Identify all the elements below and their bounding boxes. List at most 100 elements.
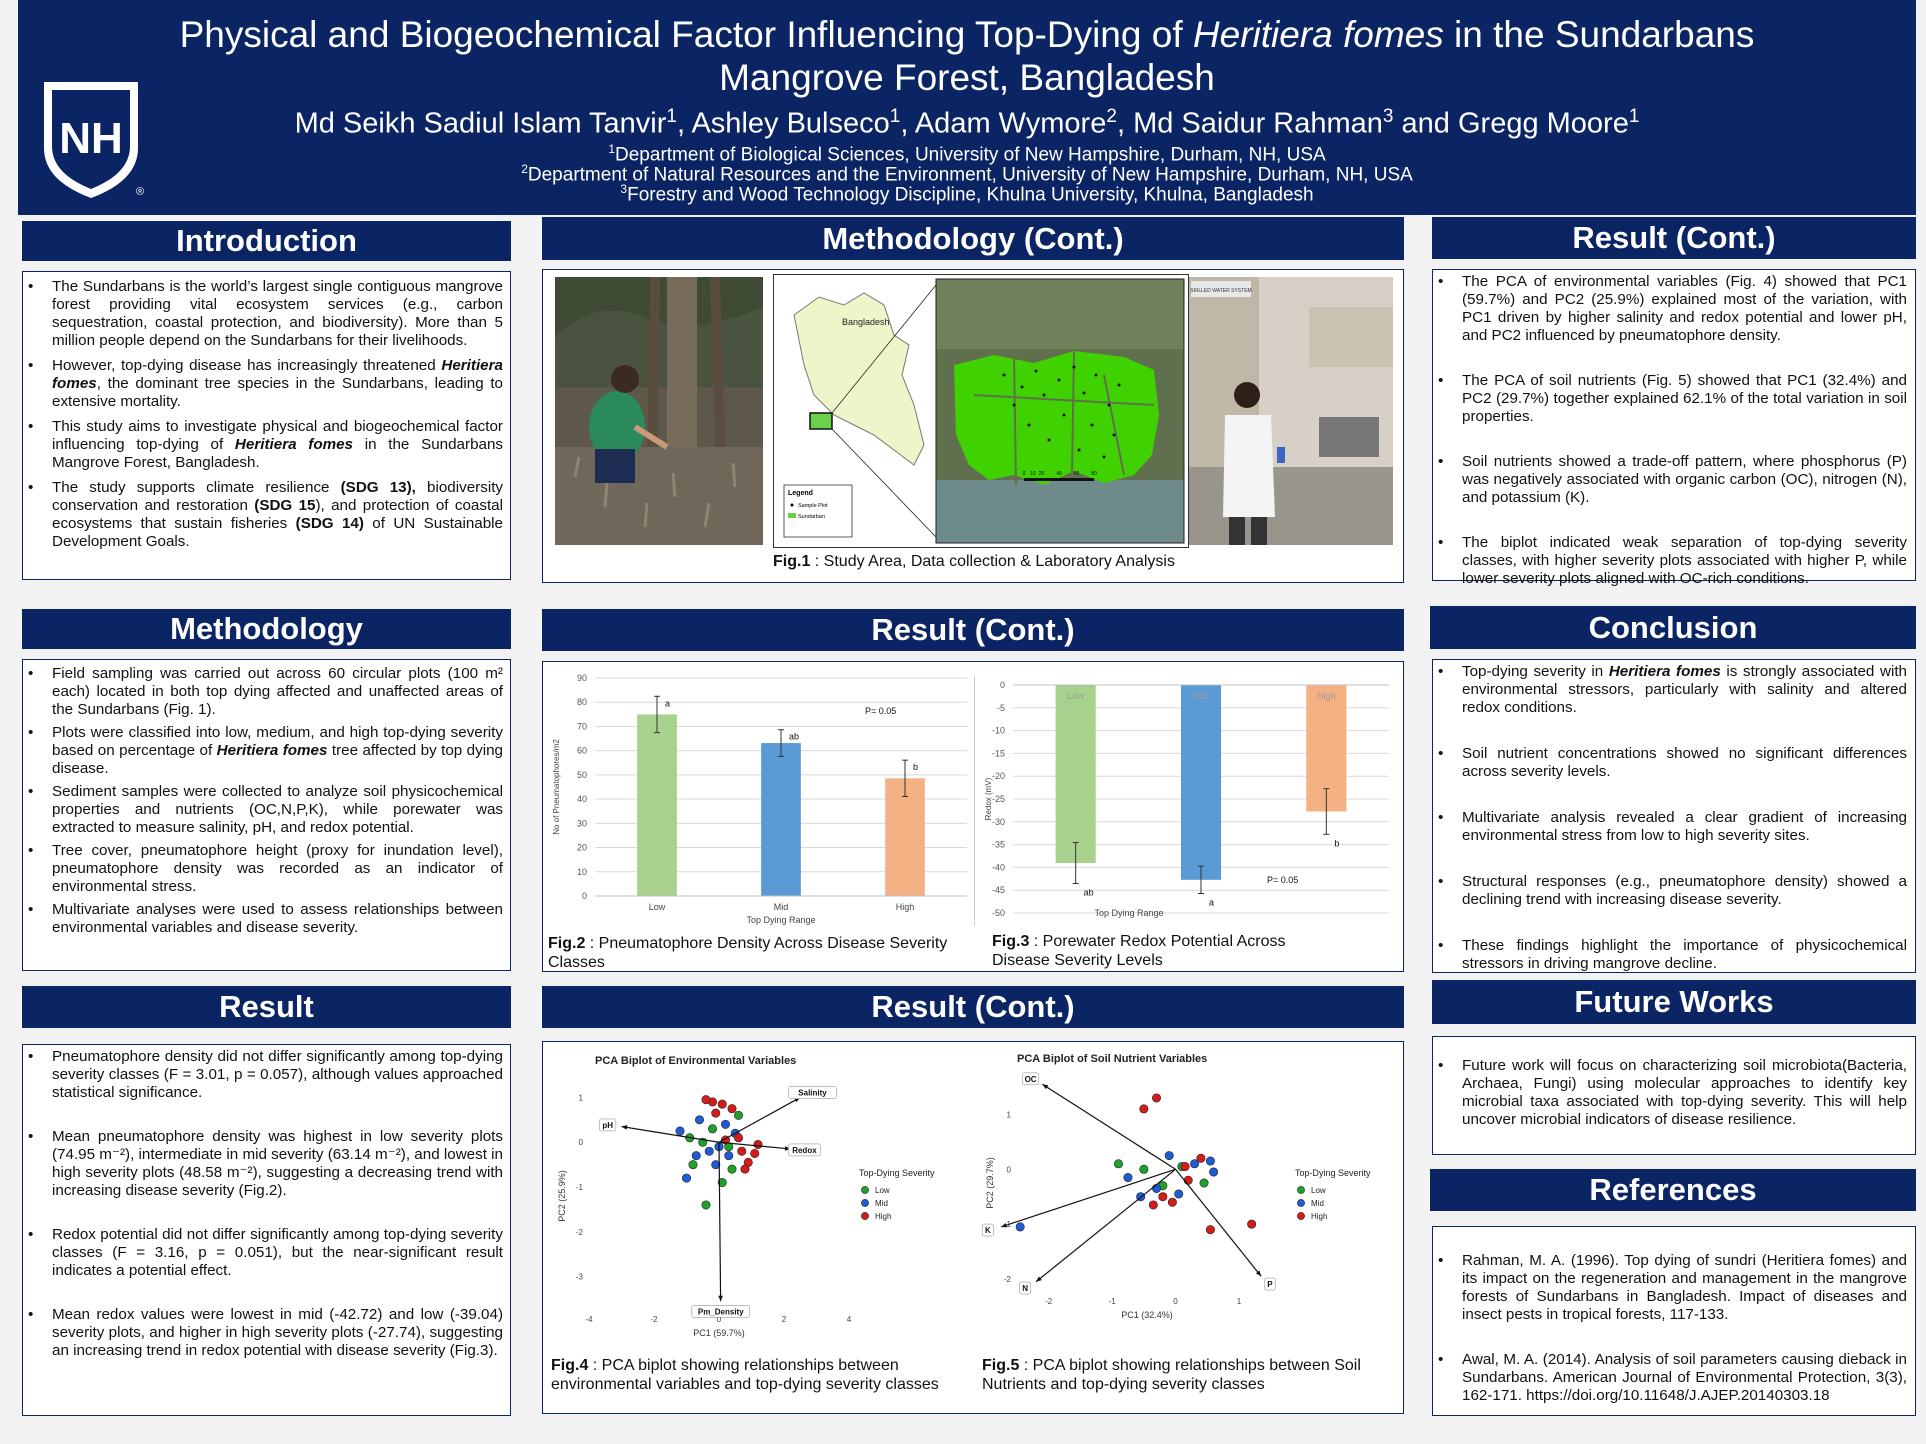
score-point-mid <box>695 1115 705 1125</box>
score-point-mid <box>1123 1173 1133 1183</box>
map-scale-bar <box>1024 478 1094 481</box>
section-header-result-cont-right: Result (Cont.) <box>1432 217 1916 259</box>
result-box: Pneumatophore density did not differ sig… <box>22 1044 511 1416</box>
map-scale-tick: 60 <box>1074 471 1080 477</box>
bar-low <box>637 714 677 896</box>
methodology-bullet: Field sampling was carried out across 60… <box>23 665 503 719</box>
score-point-mid <box>675 1126 685 1136</box>
conclusion-list: Top-dying severity in Heritiera fomes is… <box>1433 663 1907 973</box>
title-part: Physical and Biogeochemical Factor Influ… <box>179 14 1193 55</box>
figure-2-text: : Pneumatophore Density Across Disease S… <box>548 935 948 971</box>
vector-label-box <box>788 1086 837 1099</box>
score-point-mid <box>691 1151 701 1161</box>
chart-title: PCA Biplot of Environmental Variables <box>595 1055 796 1067</box>
figure-2-label: Fig.2 <box>548 935 586 952</box>
legend-label: Low <box>1311 1186 1326 1195</box>
bullet-text-run: Multivariate analyses were used to asses… <box>52 901 503 936</box>
poster-title-line1: Physical and Biogeochemical Factor Influ… <box>18 13 1916 57</box>
bullet-text-run: Soil nutrient concentrations showed no s… <box>1462 745 1907 780</box>
bullet-text-run: Multivariate analysis revealed a clear g… <box>1462 809 1907 844</box>
author-affiliation-mark: 3 <box>1382 106 1394 127</box>
score-point-high <box>740 1164 750 1174</box>
author-affiliation-mark: 1 <box>889 106 901 127</box>
figure-4-text: : PCA biplot showing relationships betwe… <box>551 1357 939 1393</box>
figure-1-label: Fig.1 <box>773 553 811 570</box>
introduction-bullet: However, top-dying disease has increasin… <box>23 357 503 411</box>
introduction-bullet: This study aims to investigate physical … <box>23 418 503 472</box>
score-point-mid <box>1152 1183 1162 1193</box>
bullet-text-run: in the Sundarbans Mangrove Forest, Bangl… <box>52 436 503 471</box>
lab-sign-text: SKILLED WATER SYSTEM <box>1190 288 1251 294</box>
y-tick-label: -45 <box>992 885 1005 895</box>
y-tick-label: 50 <box>577 770 587 780</box>
category-label: Mid <box>1194 691 1209 701</box>
x-axis-title: Top Dying Range <box>746 915 815 925</box>
bullet-text-run: The biplot indicated weak separation of … <box>1462 534 1907 587</box>
result-bullet: Redox potential did not differ significa… <box>23 1226 503 1280</box>
score-point-low <box>727 1164 737 1174</box>
figure-3-caption: Fig.3 : Porewater Redox Potential Across… <box>992 932 1332 970</box>
map-country-label: Bangladesh <box>842 317 890 327</box>
loading-vector <box>718 1141 791 1150</box>
score-point-high <box>1152 1093 1162 1103</box>
result-bullet: Mean pneumatophore density was highest i… <box>23 1128 503 1200</box>
y-tick-label: 90 <box>577 673 587 683</box>
conclusion-bullet: These findings highlight the importance … <box>1433 937 1907 973</box>
conclusion-box: Top-dying severity in Heritiera fomes is… <box>1432 659 1916 973</box>
vector-label-box <box>981 1223 994 1237</box>
bullet-text-run: Pneumatophore density did not differ sig… <box>52 1048 503 1101</box>
score-point-mid <box>721 1119 731 1129</box>
figure-1-box: Bangladesh Legend Sample Plot Sundarban <box>542 269 1404 583</box>
bullet-text-run: (SDG 14) <box>295 515 364 532</box>
figure-1-text: : Study Area, Data collection & Laborato… <box>810 553 1175 570</box>
bullet-text-run: Top-dying severity in <box>1462 663 1609 680</box>
map-scale-tick: 80 <box>1091 471 1097 477</box>
score-point-high <box>1196 1153 1206 1163</box>
legend-title: Top-Dying Severity <box>1295 1168 1371 1178</box>
loading-vector <box>1175 1168 1262 1277</box>
legend-marker <box>861 1212 869 1220</box>
vector-label-box <box>1019 1281 1032 1295</box>
x-tick-label: 0 <box>1173 1297 1178 1306</box>
affiliation-line: 3Forestry and Wood Technology Discipline… <box>18 179 1916 205</box>
p-value-annotation: P= 0.05 <box>865 706 896 716</box>
section-header-future-works: Future Works <box>1432 980 1916 1024</box>
score-point-high <box>750 1148 760 1158</box>
affiliation-mark: 1 <box>608 142 616 156</box>
introduction-list: The Sundarbans is the world’s largest si… <box>23 278 503 551</box>
score-point-high <box>1158 1192 1168 1202</box>
author-separator: and <box>1393 107 1458 140</box>
methodology-list: Field sampling was carried out across 60… <box>23 665 503 937</box>
score-point-mid <box>704 1146 714 1156</box>
vector-label-box <box>599 1118 617 1132</box>
affiliation-mark: 3 <box>620 182 628 196</box>
score-point-low <box>734 1110 744 1120</box>
bullet-text-run: , the dominant tree species in the Sunda… <box>52 375 503 410</box>
conclusion-bullet: Multivariate analysis revealed a clear g… <box>1433 809 1907 845</box>
score-point-mid <box>1205 1156 1215 1166</box>
result-list: Pneumatophore density did not differ sig… <box>23 1048 503 1360</box>
svg-text:NH: NH <box>59 114 123 163</box>
poster-title-line2: Mangrove Forest, Bangladesh <box>719 57 1215 98</box>
bar-low <box>1055 685 1096 864</box>
sample-plot-points <box>1002 365 1121 459</box>
affiliation-text: Department of Biological Sciences, Unive… <box>615 144 1326 166</box>
y-tick-label: -3 <box>576 1273 584 1282</box>
score-point-high <box>711 1108 721 1118</box>
map-image: Bangladesh Legend Sample Plot Sundarban <box>774 275 1188 547</box>
score-point-mid <box>711 1160 721 1170</box>
loading-vector <box>718 1096 801 1143</box>
score-point-mid <box>1209 1167 1219 1177</box>
bullet-text-run: Heritiera fomes <box>216 742 328 759</box>
y-tick-label: 1 <box>579 1093 584 1102</box>
y-axis-title: No of Pneumatophores/m2 <box>552 739 561 835</box>
shield-icon: NH <box>44 82 138 198</box>
legend-label: Mid <box>1311 1199 1324 1208</box>
author-affiliation-mark: 1 <box>1628 106 1640 127</box>
vector-arrowhead <box>1042 1084 1049 1090</box>
author-name: Gregg Moore <box>1457 107 1629 140</box>
score-point-high <box>737 1146 747 1156</box>
y-tick-label: 70 <box>577 721 587 731</box>
y-tick-label: -40 <box>992 862 1005 872</box>
vector-arrowhead <box>784 1146 791 1151</box>
